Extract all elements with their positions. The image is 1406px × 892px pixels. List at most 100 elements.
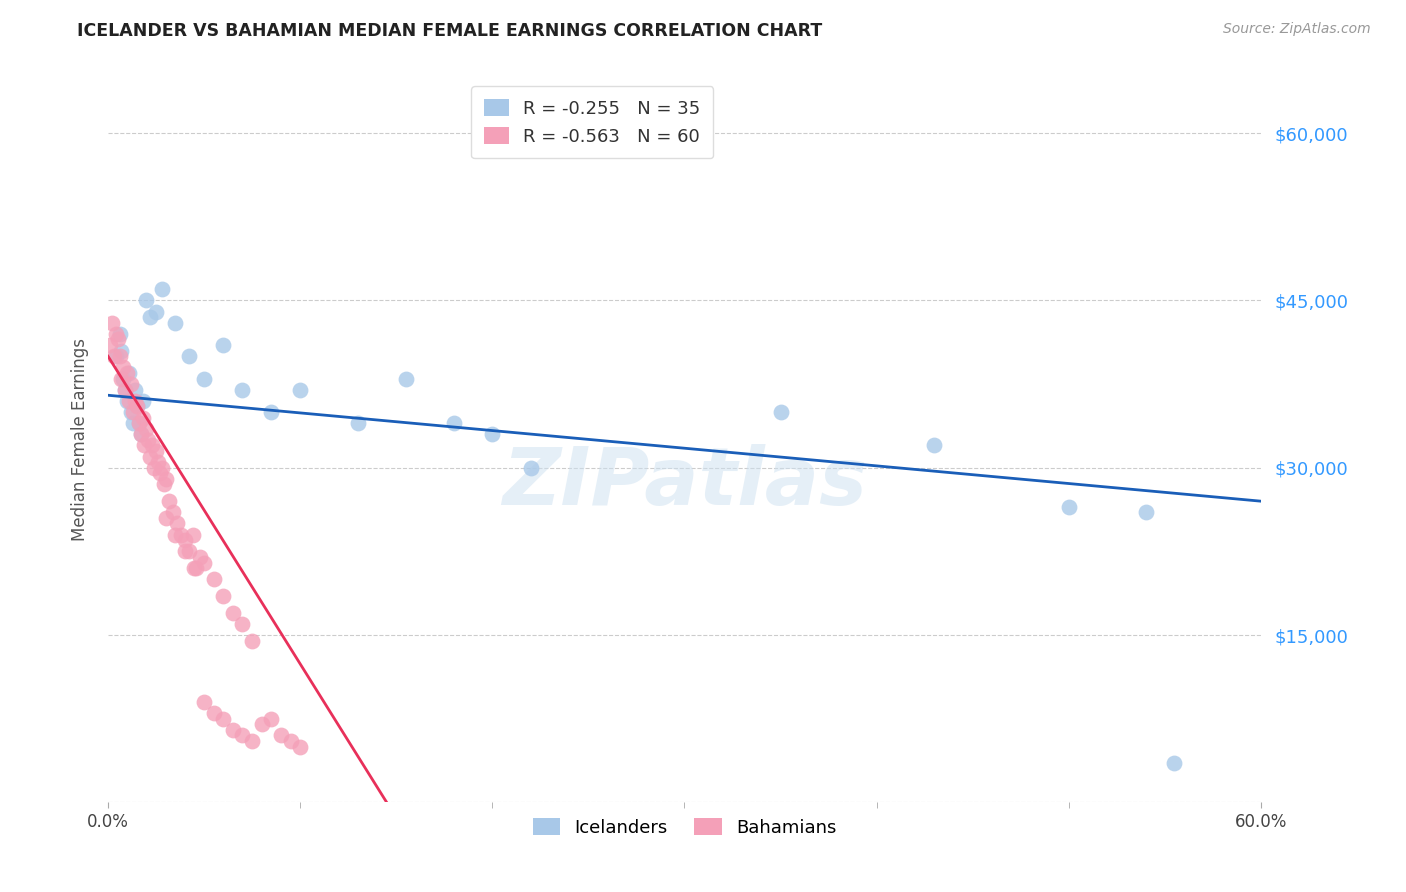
Point <box>120 405 142 419</box>
Point <box>134 438 156 452</box>
Point <box>104 326 127 341</box>
Point <box>155 511 177 525</box>
Point <box>165 316 187 330</box>
Point <box>150 282 173 296</box>
Point <box>240 734 263 748</box>
Point <box>1057 500 1080 514</box>
Point <box>108 326 131 341</box>
Point <box>162 505 184 519</box>
Point <box>280 734 302 748</box>
Point <box>240 633 263 648</box>
Point <box>139 310 162 325</box>
Point <box>260 712 283 726</box>
Point <box>231 616 253 631</box>
Point <box>1163 756 1185 771</box>
Point <box>143 460 166 475</box>
Point <box>193 556 215 570</box>
Point <box>112 371 135 385</box>
Point <box>138 433 160 447</box>
Point <box>922 438 945 452</box>
Point <box>129 427 152 442</box>
Point <box>110 343 132 358</box>
Point <box>250 717 273 731</box>
Point <box>131 410 153 425</box>
Point <box>145 444 167 458</box>
Point <box>149 467 172 481</box>
Point <box>108 349 131 363</box>
Point <box>114 383 136 397</box>
Point <box>159 494 181 508</box>
Point <box>122 405 145 419</box>
Point <box>135 293 157 308</box>
Point <box>103 349 125 363</box>
Point <box>128 416 150 430</box>
Point <box>128 416 150 430</box>
Point <box>222 606 245 620</box>
Point <box>202 706 225 720</box>
Point <box>118 366 141 380</box>
Text: ZIPatlas: ZIPatlas <box>502 444 868 523</box>
Point <box>165 527 187 541</box>
Point <box>115 366 138 380</box>
Point <box>231 728 253 742</box>
Point <box>115 393 138 408</box>
Point <box>212 712 235 726</box>
Y-axis label: Median Female Earnings: Median Female Earnings <box>72 338 89 541</box>
Point <box>202 572 225 586</box>
Point <box>519 460 541 475</box>
Point <box>107 333 129 347</box>
Point <box>104 349 127 363</box>
Point <box>124 383 146 397</box>
Point <box>222 723 245 737</box>
Point <box>145 304 167 318</box>
Point <box>186 561 208 575</box>
Point <box>231 383 253 397</box>
Point <box>101 316 124 330</box>
Point <box>118 393 141 408</box>
Point <box>139 450 162 464</box>
Text: ICELANDER VS BAHAMIAN MEDIAN FEMALE EARNINGS CORRELATION CHART: ICELANDER VS BAHAMIAN MEDIAN FEMALE EARN… <box>77 22 823 40</box>
Point <box>155 472 177 486</box>
Point <box>193 371 215 385</box>
Point <box>769 405 792 419</box>
Legend: Icelanders, Bahamians: Icelanders, Bahamians <box>526 811 844 844</box>
Point <box>212 338 235 352</box>
Point <box>152 477 174 491</box>
Point <box>177 544 200 558</box>
Text: Source: ZipAtlas.com: Source: ZipAtlas.com <box>1223 22 1371 37</box>
Point <box>177 349 200 363</box>
Point <box>173 533 195 548</box>
Point <box>395 371 418 385</box>
Point <box>288 383 311 397</box>
Point <box>131 393 153 408</box>
Point <box>170 527 193 541</box>
Point <box>135 422 157 436</box>
Point <box>173 544 195 558</box>
Point <box>270 728 292 742</box>
Point <box>110 371 132 385</box>
Point <box>124 393 146 408</box>
Point <box>150 460 173 475</box>
Point <box>288 739 311 754</box>
Point <box>98 338 121 352</box>
Point <box>120 377 142 392</box>
Point <box>114 383 136 397</box>
Point <box>125 400 148 414</box>
Point <box>122 416 145 430</box>
Point <box>141 438 163 452</box>
Point <box>481 427 503 442</box>
Point <box>129 427 152 442</box>
Point <box>181 527 204 541</box>
Point <box>1135 505 1157 519</box>
Point <box>125 400 148 414</box>
Point <box>346 416 368 430</box>
Point <box>188 549 211 564</box>
Point <box>260 405 283 419</box>
Point <box>166 516 188 531</box>
Point <box>183 561 205 575</box>
Point <box>212 589 235 603</box>
Point <box>112 360 135 375</box>
Point <box>146 455 169 469</box>
Point <box>193 695 215 709</box>
Point <box>443 416 465 430</box>
